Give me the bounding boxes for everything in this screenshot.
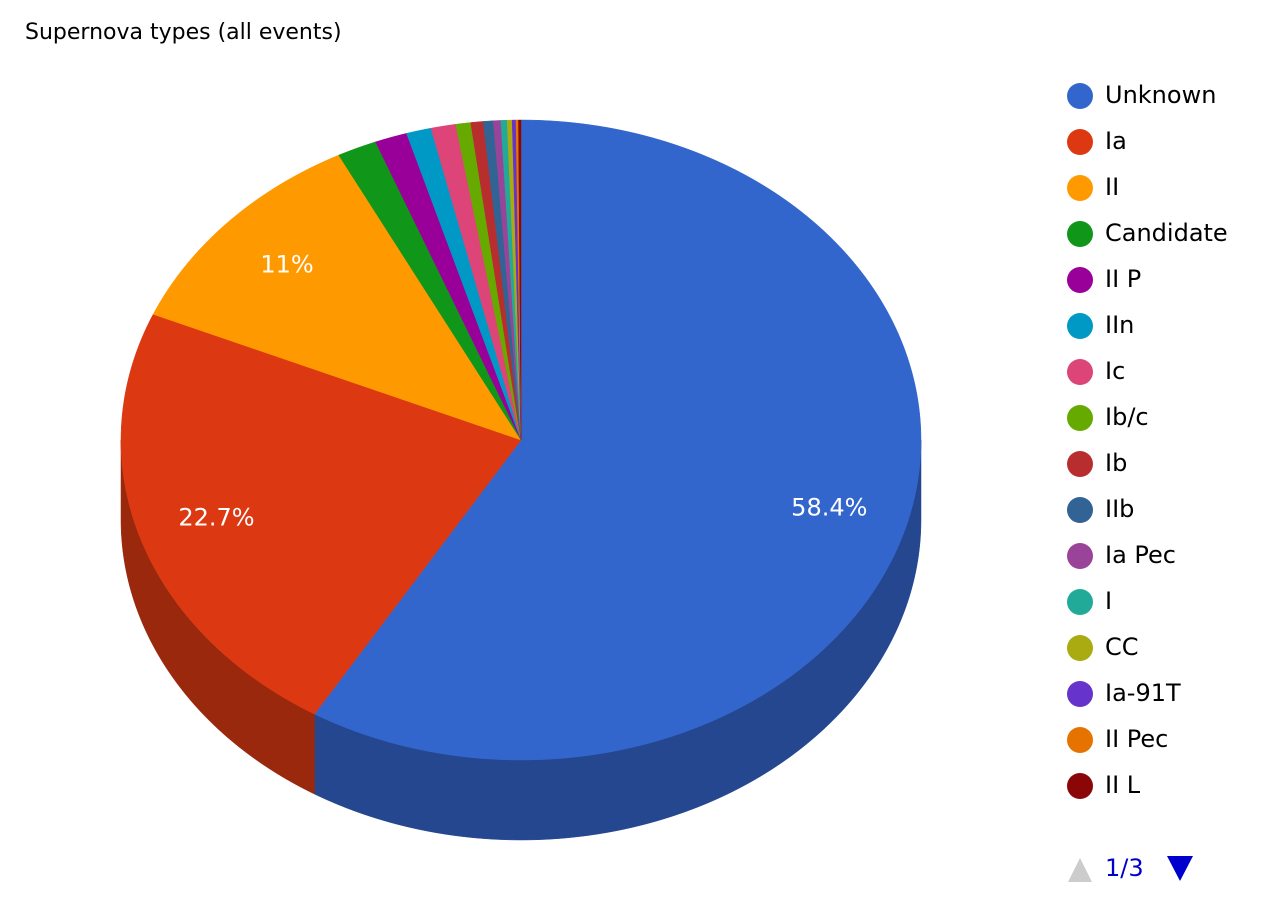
slice (152, 154, 522, 441)
legend-swatch (1067, 727, 1093, 753)
data-label: 11% (260, 250, 313, 278)
legend-label: Candidate (1105, 219, 1228, 247)
slice (518, 119, 522, 441)
legend-label: CC (1105, 633, 1139, 661)
legend-swatch (1067, 589, 1093, 615)
legend-prev[interactable] (1068, 858, 1092, 882)
legend-label: Ib/c (1105, 403, 1149, 431)
slice (430, 124, 522, 441)
slice (314, 119, 922, 761)
legend-swatch (1067, 313, 1093, 339)
data-labels: 58.4% 22.7% 11% (178, 250, 867, 531)
slice (120, 313, 522, 715)
legend-swatch (1067, 497, 1093, 523)
legend-label: II L (1105, 771, 1141, 799)
legend-swatch (1067, 83, 1093, 109)
legend-swatch (1067, 635, 1093, 661)
legend-label: Ib (1105, 449, 1127, 477)
legend-label: IIn (1105, 311, 1134, 339)
legend-swatch (1067, 129, 1093, 155)
slice (375, 133, 522, 441)
legend-label: Ia Pec (1105, 541, 1176, 569)
legend-label: IIb (1105, 495, 1134, 523)
pie-tops (120, 119, 922, 761)
legend-swatch (1067, 405, 1093, 431)
slice (406, 127, 522, 441)
data-label: 58.4% (791, 494, 867, 522)
legend-label: I (1105, 587, 1112, 615)
data-label: 22.7% (178, 504, 254, 532)
legend-label: II P (1105, 265, 1141, 293)
legend-page: 1/3 (1105, 854, 1144, 882)
slice (338, 141, 522, 441)
legend-label: Ia-91T (1105, 679, 1181, 707)
legend-swatch (1067, 267, 1093, 293)
slice (455, 122, 522, 441)
legend-label: II (1105, 173, 1119, 201)
legend-next[interactable] (1167, 856, 1193, 881)
legend-swatch (1067, 451, 1093, 477)
legend-swatch (1067, 773, 1093, 799)
legend-label: Ic (1105, 357, 1125, 385)
legend: 1/3 Unknown Ia II Candidate II P IIn Ic Ib/c Ib I… (1067, 81, 1228, 882)
legend-label: Ia (1105, 127, 1127, 155)
legend-swatch (1067, 221, 1093, 247)
legend-swatch (1067, 175, 1093, 201)
chart-title: Supernova types (all events) (25, 20, 342, 45)
legend-swatch (1067, 359, 1093, 385)
legend-swatch (1067, 543, 1093, 569)
legend-label: II Pec (1105, 725, 1168, 753)
legend-swatch (1067, 681, 1093, 707)
legend-label: Unknown (1105, 81, 1216, 109)
